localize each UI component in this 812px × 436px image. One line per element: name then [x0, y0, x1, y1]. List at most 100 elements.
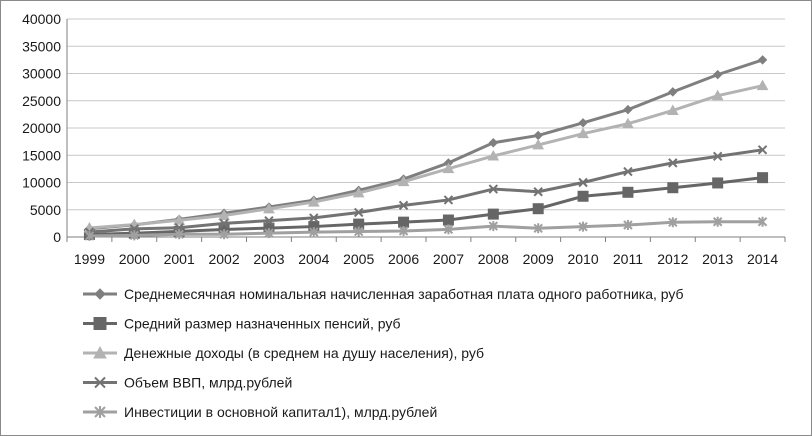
series-line — [89, 220, 763, 238]
legend: Среднемесячная номинальная начисленная з… — [83, 286, 684, 420]
data-point — [622, 117, 634, 129]
x-tick-label: 2004 — [298, 251, 329, 267]
data-point — [623, 220, 633, 231]
legend-marker — [94, 406, 106, 418]
data-point — [264, 215, 274, 226]
y-tick-label: 10000 — [22, 175, 61, 191]
data-point — [533, 223, 543, 234]
data-point — [533, 187, 543, 197]
data-point — [264, 228, 274, 239]
data-point — [668, 87, 678, 97]
data-point — [397, 175, 410, 187]
legend-item: Средний размер назначенных пенсий, руб — [83, 316, 401, 332]
data-point — [712, 151, 723, 162]
data-point — [757, 172, 769, 184]
y-axis-tick-labels: 0 5000 10000 15000 20000 25000 30000 35000 40000 — [22, 11, 61, 245]
x-tick-label: 2005 — [343, 251, 374, 267]
legend-label: Среднемесячная номинальная начисленная з… — [124, 286, 684, 302]
data-point — [487, 208, 499, 220]
x-tick-label: 2009 — [523, 251, 554, 267]
data-point — [307, 196, 320, 207]
data-point — [352, 186, 365, 198]
data-point — [577, 190, 589, 202]
data-point — [84, 230, 95, 241]
data-point — [263, 202, 275, 214]
data-point — [219, 218, 229, 229]
x-tick-label: 2003 — [253, 251, 284, 267]
data-point — [533, 130, 543, 141]
data-point — [532, 203, 544, 215]
legend-label: Средний размер назначенных пенсий, руб — [124, 316, 401, 332]
data-point — [488, 221, 499, 232]
data-point — [487, 149, 500, 161]
x-tick-label: 2001 — [164, 251, 195, 267]
data-point — [712, 216, 723, 227]
x-tick-label: 2010 — [567, 251, 598, 267]
data-point — [309, 213, 319, 223]
data-point — [757, 216, 768, 227]
legend-label: Объем ВВП, млрд.рублей — [124, 375, 292, 391]
legend-item: Среднемесячная номинальная начисленная з… — [83, 286, 684, 302]
axes — [66, 19, 786, 242]
x-tick-label: 2013 — [702, 251, 733, 267]
y-tick-label: 30000 — [22, 66, 61, 82]
x-tick-label: 2008 — [478, 251, 509, 267]
series-line — [89, 58, 764, 231]
series-5 — [84, 216, 768, 241]
data-point — [488, 184, 499, 194]
legend-marker — [93, 345, 107, 359]
data-point — [443, 224, 454, 235]
y-tick-label: 35000 — [22, 38, 61, 54]
data-point — [353, 207, 364, 218]
x-tick-label: 2012 — [657, 251, 688, 267]
data-point — [173, 214, 186, 225]
legend-marker — [93, 317, 107, 330]
data-point — [398, 216, 410, 228]
x-axis-tick-labels: 1999 2000 2001 2002 2003 2004 2005 2006 2007 2008… — [74, 251, 778, 267]
legend-label: Денежные доходы (в среднем на душу насел… — [124, 345, 484, 361]
data-point — [712, 177, 724, 189]
x-tick-label: 2014 — [747, 251, 778, 267]
x-tick-label: 2006 — [388, 251, 419, 267]
data-point — [174, 229, 184, 240]
data-point — [577, 127, 589, 139]
y-tick-label: 20000 — [22, 120, 61, 136]
y-tick-label: 5000 — [30, 202, 61, 218]
data-point — [668, 158, 678, 168]
data-point — [578, 177, 588, 188]
y-tick-label: 0 — [53, 229, 61, 245]
series-lines — [83, 55, 769, 241]
data-point — [353, 226, 364, 237]
gridlines — [67, 18, 785, 211]
y-tick-label: 25000 — [22, 93, 61, 109]
data-point — [712, 69, 723, 80]
data-point — [309, 227, 319, 238]
data-point — [218, 209, 230, 220]
data-point — [757, 55, 768, 65]
series-line — [89, 148, 763, 234]
data-point — [398, 200, 409, 211]
data-point — [667, 182, 679, 194]
y-tick-label: 15000 — [22, 147, 61, 163]
data-point — [398, 226, 409, 237]
data-point — [532, 138, 545, 150]
data-point — [756, 79, 769, 91]
x-tick-label: 2007 — [433, 251, 464, 267]
x-tick-label: 2002 — [208, 251, 239, 267]
data-point — [623, 104, 633, 115]
data-point — [757, 145, 768, 155]
data-point — [623, 166, 633, 177]
data-point — [129, 230, 140, 241]
legend-marker — [94, 288, 106, 300]
data-point — [668, 217, 678, 228]
data-point — [578, 221, 588, 232]
data-point — [622, 186, 634, 198]
series-line — [89, 176, 763, 237]
legend-item: Инвестиции в основной капитал1), млрд.ру… — [83, 404, 437, 420]
data-point — [711, 89, 724, 101]
data-point — [666, 104, 679, 115]
data-point — [578, 118, 588, 128]
x-tick-label: 1999 — [74, 251, 105, 267]
